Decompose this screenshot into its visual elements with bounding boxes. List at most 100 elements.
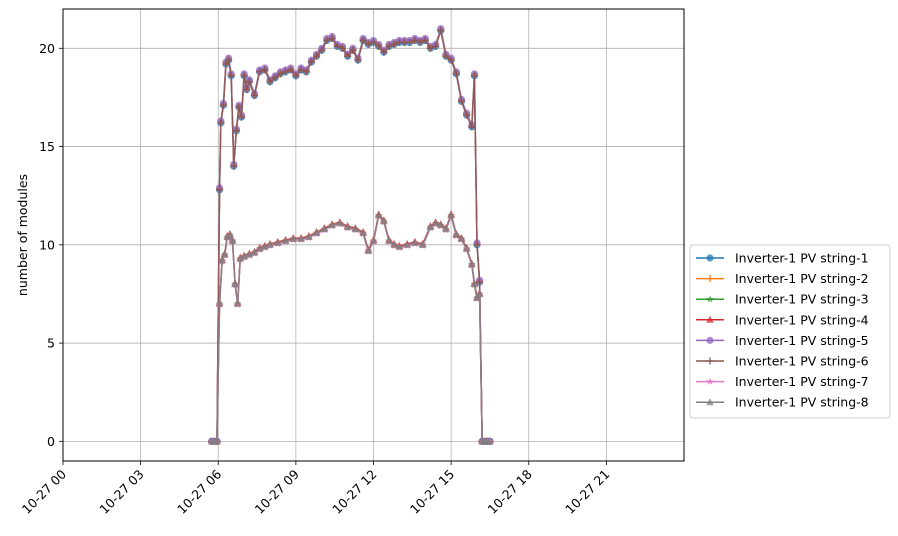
data-point: [328, 34, 336, 42]
data-point: [271, 74, 279, 82]
data-point: [475, 289, 484, 297]
data-point: [486, 437, 494, 445]
data-point: [266, 78, 274, 86]
data-point: [369, 236, 378, 244]
data-point: [297, 234, 305, 242]
data-point: [220, 250, 229, 258]
y-axis-label: number of modules: [15, 174, 30, 296]
data-point: [238, 113, 246, 121]
data-point: [292, 72, 300, 80]
data-point: [403, 240, 411, 248]
y-tick-label: 10: [39, 237, 55, 252]
data-point: [213, 437, 221, 445]
data-point: [226, 231, 234, 238]
data-point: [385, 236, 393, 244]
data-point: [411, 238, 419, 246]
data-point: [375, 42, 383, 50]
legend-marker: [706, 295, 714, 303]
data-point: [385, 42, 393, 50]
data-point: [359, 229, 367, 237]
data-point: [302, 68, 310, 76]
data-point: [395, 242, 404, 250]
data-point: [462, 244, 471, 252]
data-point: [261, 242, 269, 250]
data-point: [476, 278, 484, 286]
data-point: [457, 234, 466, 242]
legend-box: [689, 244, 891, 419]
legend-marker: [706, 254, 714, 262]
data-point: [232, 127, 240, 135]
data-point: [273, 238, 282, 246]
data-point: [426, 44, 434, 52]
data-point: [390, 40, 398, 48]
data-point: [236, 254, 245, 262]
data-point: [406, 38, 414, 46]
data-point: [442, 225, 450, 233]
legend-label: Inverter-1 PV string-2: [735, 271, 869, 286]
legend-label: Inverter-1 PV string-6: [735, 354, 869, 369]
data-point: [233, 299, 242, 307]
data-point: [473, 293, 481, 301]
data-point: [364, 40, 372, 48]
data-point: [470, 280, 479, 288]
legend-label: Inverter-1 PV string-5: [735, 333, 869, 348]
grid: [62, 9, 684, 461]
legend-entry: Inverter-1 PV string-7: [696, 374, 869, 389]
data-point: [442, 52, 450, 60]
y-tick-label: 15: [39, 139, 55, 154]
legend-marker: [706, 315, 714, 323]
legend-label: Inverter-1 PV string-4: [735, 312, 869, 327]
data-point: [338, 44, 346, 52]
data-point: [305, 232, 313, 240]
y-tick-label: 20: [39, 41, 55, 56]
data-point: [364, 246, 373, 254]
data-point: [374, 211, 383, 219]
data-point: [323, 36, 331, 44]
data-point: [250, 91, 258, 99]
data-point: [418, 240, 427, 248]
data-point: [222, 60, 230, 68]
data-point: [447, 211, 455, 219]
data-point: [240, 252, 248, 260]
data-point: [250, 248, 259, 256]
data-point: [225, 56, 233, 64]
data-point: [463, 111, 471, 119]
legend-entry: Inverter-1 PV string-5: [696, 333, 869, 348]
data-point: [359, 36, 367, 44]
data-point: [370, 38, 377, 46]
data-point: [349, 46, 357, 54]
data-point: [380, 48, 388, 56]
legend: Inverter-1 PV string-1 Inverter-1 PV stri…: [689, 244, 891, 419]
legend-entry: Inverter-1 PV string-4: [696, 312, 869, 327]
data-point: [380, 217, 388, 225]
data-point: [432, 42, 440, 50]
y-tick-label: 0: [47, 434, 55, 449]
data-point: [266, 240, 274, 248]
data-point: [240, 72, 248, 80]
data-point: [452, 231, 461, 238]
data-point: [336, 219, 344, 227]
data-point: [276, 70, 284, 78]
legend-label: Inverter-1 PV string-8: [735, 395, 869, 410]
data-point: [256, 68, 264, 76]
data-point: [437, 27, 445, 35]
data-point: [431, 219, 440, 227]
legend-entry: Inverter-1 PV string-1: [696, 251, 869, 266]
legend-marker: [706, 275, 714, 283]
data-point: [468, 123, 476, 131]
y-tick-label: 5: [47, 336, 55, 351]
data-point: [307, 58, 315, 66]
data-point: [468, 260, 476, 268]
data-point: [230, 162, 238, 170]
legend-label: Inverter-1 PV string-3: [735, 292, 869, 307]
data-point: [289, 234, 298, 242]
data-point: [312, 229, 321, 237]
legend-label: Inverter-1 PV string-7: [735, 374, 869, 389]
data-point: [297, 66, 305, 74]
data-point: [282, 68, 290, 76]
data-point: [452, 70, 460, 78]
legend-entry: Inverter-1 PV string-3: [696, 292, 869, 307]
data-point: [228, 236, 237, 244]
data-point: [426, 223, 435, 231]
